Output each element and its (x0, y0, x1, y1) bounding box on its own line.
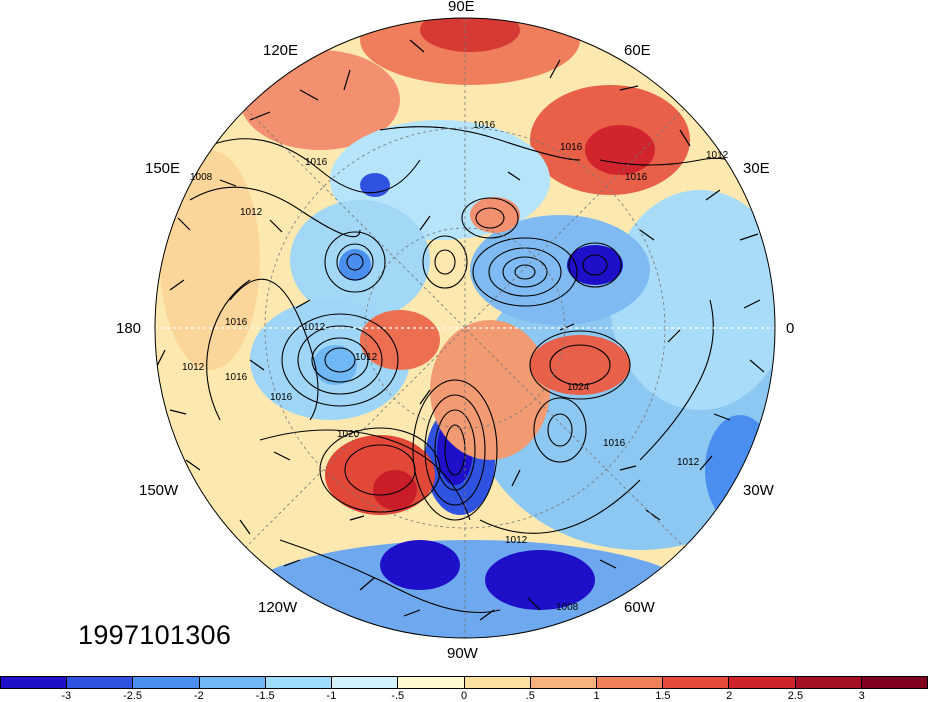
contour-label: 1008 (190, 172, 213, 183)
date-stamp: 1997101306 (78, 620, 232, 650)
colorbar-box (332, 677, 399, 688)
anomaly-region (610, 190, 775, 410)
contour-label: 1016 (225, 317, 248, 328)
colorbar-tick-label: -3 (61, 690, 72, 702)
colorbar-tick-label: -1 (326, 690, 337, 702)
colorbar-tick-label: 2 (726, 690, 733, 702)
colorbar-tick-label: -1.5 (255, 690, 275, 702)
colorbar-box (861, 677, 928, 688)
colorbar-tick-label: 2.5 (787, 690, 804, 702)
colorbar-tick-label: -2 (193, 690, 204, 702)
anomaly-region (485, 550, 595, 610)
lon-label-180: 180 (116, 320, 142, 337)
anomaly-region (313, 345, 357, 385)
anomaly-region (530, 335, 630, 395)
colorbar-box (795, 677, 862, 688)
colorbar-tick-label: -2.5 (123, 690, 143, 702)
contour-label: 1012 (677, 457, 700, 468)
anomaly-region (360, 173, 390, 197)
contour-label: 1012 (505, 535, 528, 546)
colorbar-box (265, 677, 333, 688)
colorbar-box (530, 677, 597, 688)
lon-label-120e: 120E (263, 42, 299, 59)
contour-label: 1016 (305, 157, 328, 168)
anomaly-region (339, 249, 371, 281)
contour-label: 1008 (556, 602, 579, 613)
colorbar-tick-label: 3 (858, 690, 865, 702)
anomaly-region (567, 245, 623, 285)
contour-label: 1016 (625, 172, 648, 183)
anomaly-region (430, 320, 550, 460)
lon-label-150w: 150W (139, 482, 179, 499)
lon-label-30w: 30W (743, 482, 774, 499)
lon-label-150e: 150E (145, 160, 181, 177)
contour-label: 1012 (706, 150, 729, 161)
map-boundary (154, 17, 776, 639)
contour-label-group: 1016 1012 1016 1012 1008 1016 1016 1012 … (182, 120, 729, 613)
colorbar-box (67, 677, 134, 688)
colorbar-tick-label: -.5 (391, 690, 405, 702)
contour-label: 1016 (560, 142, 583, 153)
colorbar-box (464, 677, 531, 688)
colorbar (0, 676, 928, 689)
anomaly-region (585, 125, 655, 175)
lon-label-60w: 60W (624, 599, 655, 616)
contour-label: 1016 (603, 438, 626, 449)
anomaly-region (160, 150, 260, 370)
lon-label-30e: 30E (743, 160, 770, 177)
wind-barbs (156, 39, 765, 621)
colorbar-box (1, 677, 68, 688)
lon-label-0: 0 (786, 320, 795, 337)
colorbar-tick-label: 1 (593, 690, 600, 702)
graticule (155, 18, 775, 638)
lon-label-60e: 60E (624, 42, 651, 59)
contour-label: 1012 (355, 352, 378, 363)
contour-label: 1012 (303, 322, 326, 333)
contour-label: 1020 (337, 429, 360, 440)
colorbar-box (729, 677, 796, 688)
colorbar-tick-label: 1.5 (655, 690, 671, 702)
colorbar-tick-label: 0 (460, 690, 468, 702)
anomaly-region (470, 215, 650, 325)
colorbar-tick-label: .5 (525, 690, 535, 702)
colorbar-box (663, 677, 730, 688)
lon-label-90w: 90W (447, 645, 478, 662)
anomaly-region (470, 197, 520, 233)
contour-label: 1016 (225, 372, 248, 383)
colorbar-box (133, 677, 200, 688)
lon-label-120w: 120W (258, 599, 298, 616)
colorbar-box (398, 677, 465, 688)
contour-label: 1024 (567, 382, 590, 393)
anomaly-region (373, 470, 417, 510)
colorbar-box (596, 677, 664, 688)
anomaly-field (155, 18, 775, 638)
contour-label: 1012 (182, 362, 205, 373)
colorbar-box (199, 677, 266, 688)
lon-label-90e: 90E (448, 0, 475, 15)
contour-label: 1012 (240, 207, 263, 218)
contour-label: 1016 (270, 392, 293, 403)
anomaly-region (360, 310, 440, 370)
anomaly-region (705, 415, 775, 525)
contour-label: 1016 (473, 120, 496, 131)
anomaly-region (380, 540, 460, 590)
